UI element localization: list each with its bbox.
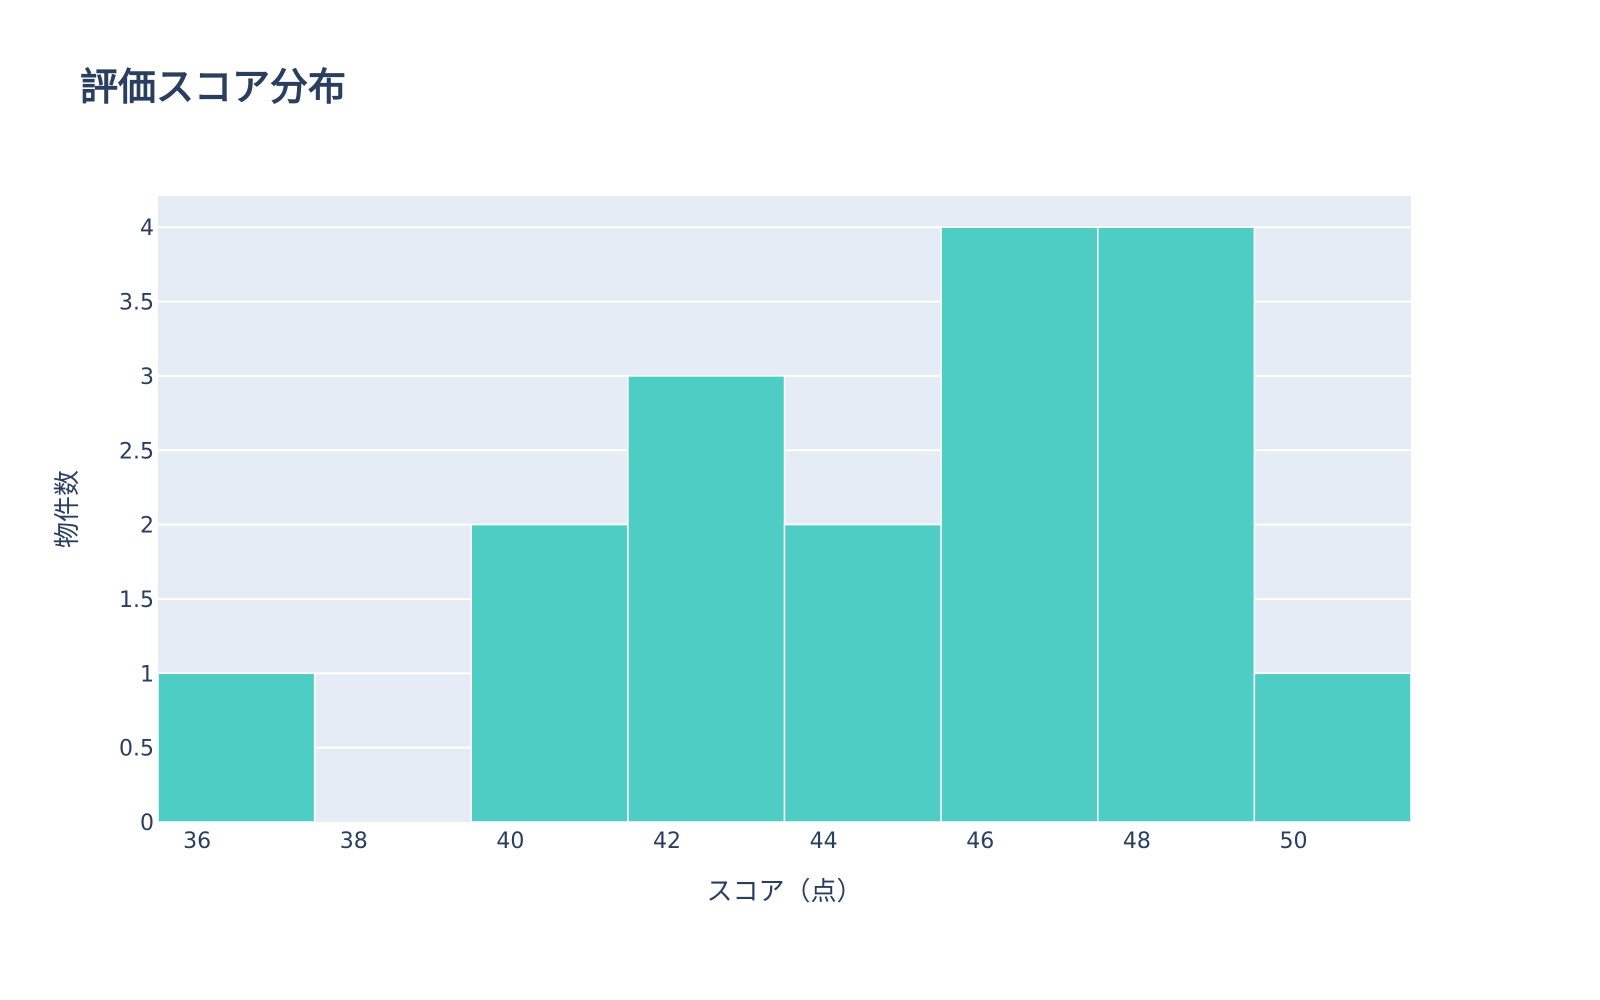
x-tick-label: 48 bbox=[1123, 829, 1151, 854]
x-tick-label: 42 bbox=[653, 829, 681, 854]
histogram-bar bbox=[627, 375, 786, 823]
y-tick-label: 1.5 bbox=[119, 588, 154, 613]
histogram-bar bbox=[470, 523, 629, 823]
x-axis-ticks: 36 38 40 42 44 46 48 50 bbox=[183, 829, 1307, 854]
x-tick-label: 50 bbox=[1280, 829, 1308, 854]
x-tick-label: 36 bbox=[183, 829, 211, 854]
histogram-bar bbox=[940, 226, 1099, 823]
histogram-bar bbox=[1097, 226, 1256, 823]
y-tick-label: 4 bbox=[140, 216, 154, 241]
x-tick-label: 44 bbox=[810, 829, 838, 854]
y-tick-label: 3.5 bbox=[119, 291, 154, 316]
x-tick-label: 46 bbox=[966, 829, 994, 854]
x-axis-title: スコア（点） bbox=[706, 877, 862, 907]
y-tick-label: 0.5 bbox=[119, 737, 154, 762]
y-tick-label: 0 bbox=[140, 811, 154, 836]
x-tick-label: 38 bbox=[340, 829, 368, 854]
y-tick-label: 2.5 bbox=[119, 439, 154, 464]
histogram-bar bbox=[1253, 672, 1412, 823]
y-tick-label: 3 bbox=[140, 365, 154, 390]
chart-title: 評価スコア分布 bbox=[80, 65, 346, 109]
histogram-bar bbox=[157, 672, 316, 823]
y-tick-label: 2 bbox=[140, 514, 154, 539]
x-tick-label: 40 bbox=[496, 829, 524, 854]
y-tick-label: 1 bbox=[140, 662, 154, 687]
bars bbox=[157, 226, 1412, 823]
y-axis-title: 物件数 bbox=[53, 470, 83, 548]
histogram-bar bbox=[783, 523, 942, 823]
y-axis-ticks: 0 0.5 1 1.5 2 2.5 3 3.5 4 bbox=[119, 216, 154, 836]
